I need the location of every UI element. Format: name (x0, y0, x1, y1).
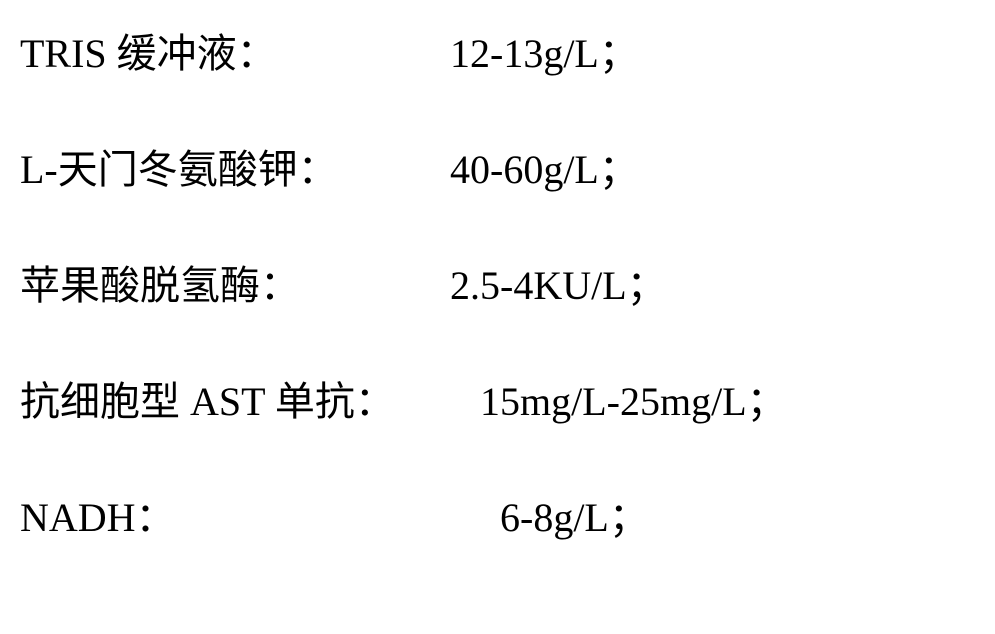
composition-list: TRIS 缓冲液： 12-13g/L； L-天门冬氨酸钾： 40-60g/L； … (20, 30, 975, 542)
table-row: L-天门冬氨酸钾： 40-60g/L； (20, 146, 975, 194)
ingredient-value: 2.5-4KU/L； (450, 262, 667, 310)
ingredient-value: 6-8g/L； (500, 494, 649, 542)
ingredient-label: 苹果酸脱氢酶： (20, 262, 450, 310)
table-row: 抗细胞型 AST 单抗： 15mg/L-25mg/L； (20, 378, 975, 426)
table-row: 苹果酸脱氢酶： 2.5-4KU/L； (20, 262, 975, 310)
ingredient-label: TRIS 缓冲液： (20, 30, 450, 78)
ingredient-value: 12-13g/L； (450, 30, 639, 78)
ingredient-value: 40-60g/L； (450, 146, 639, 194)
ingredient-label: L-天门冬氨酸钾： (20, 146, 450, 194)
table-row: TRIS 缓冲液： 12-13g/L； (20, 30, 975, 78)
ingredient-label: 抗细胞型 AST 单抗： (20, 378, 480, 426)
ingredient-value: 15mg/L-25mg/L； (480, 378, 787, 426)
table-row: NADH： 6-8g/L； (20, 494, 975, 542)
ingredient-label: NADH： (20, 494, 500, 542)
